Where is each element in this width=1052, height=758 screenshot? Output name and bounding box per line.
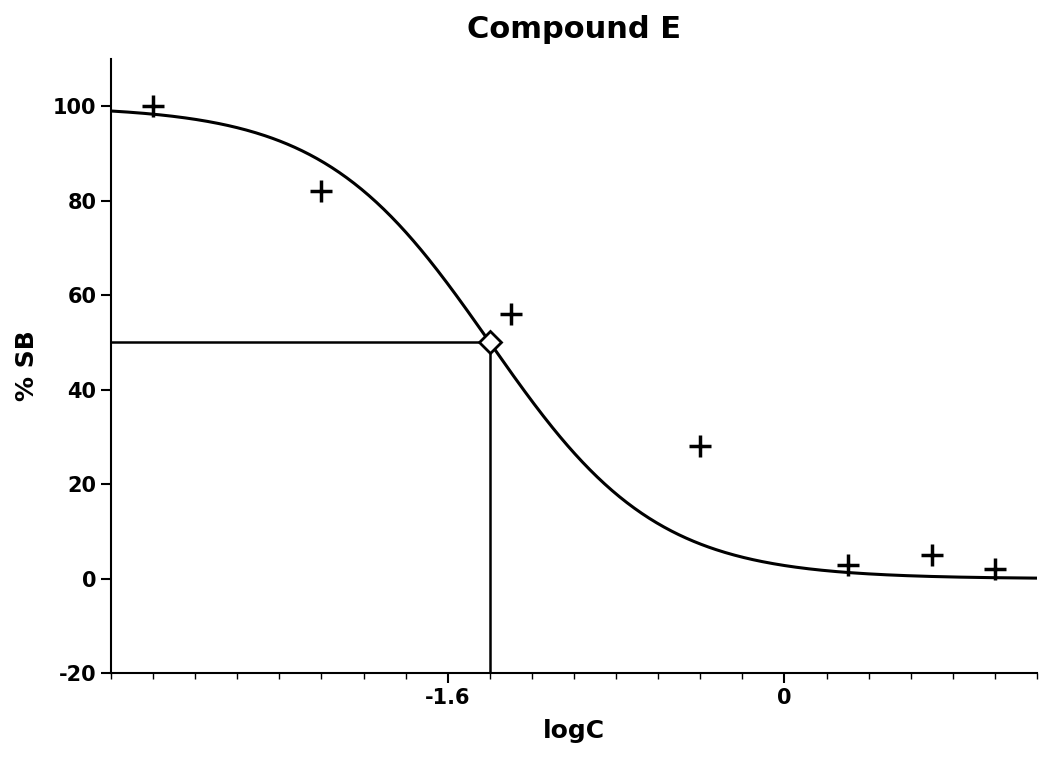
X-axis label: logC: logC [543, 719, 605, 743]
Title: Compound E: Compound E [467, 15, 681, 44]
Y-axis label: % SB: % SB [15, 330, 39, 402]
